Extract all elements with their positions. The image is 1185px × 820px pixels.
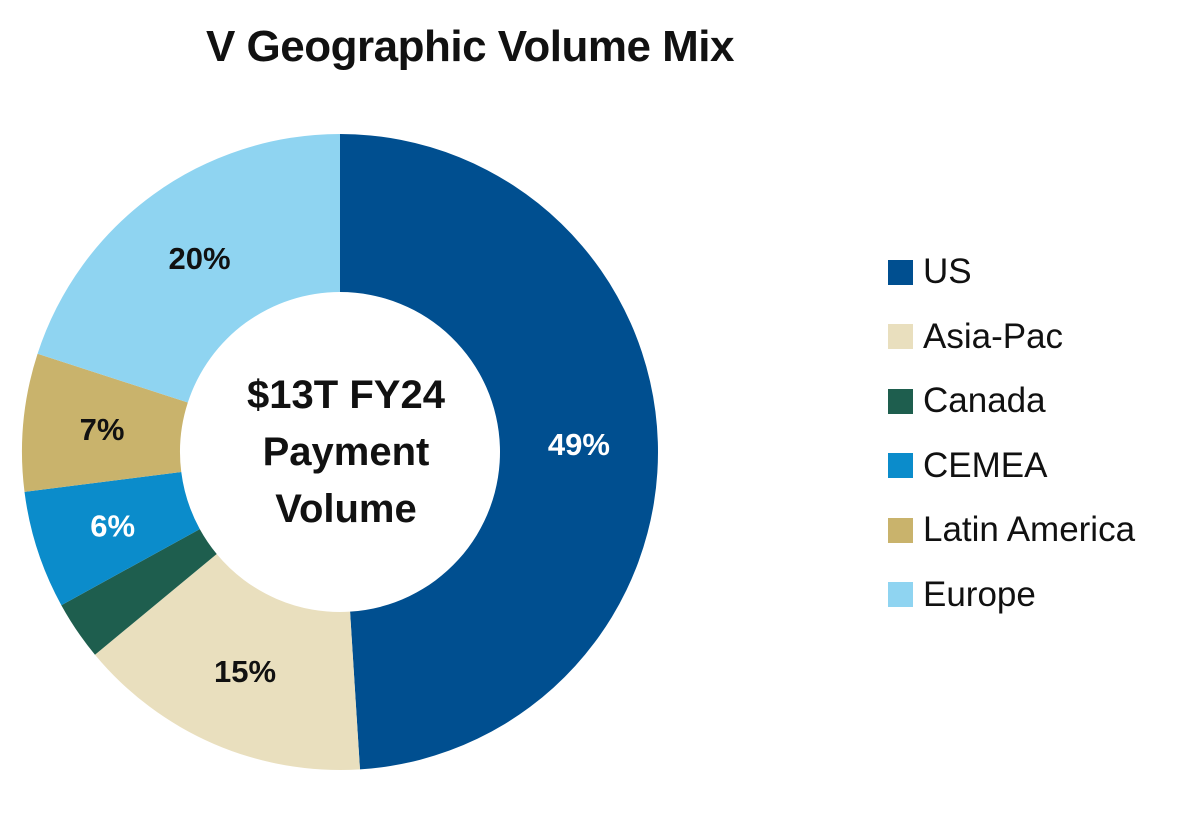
legend-item: Europe (888, 563, 1135, 628)
slice-europe (37, 133, 340, 403)
slice-us (340, 134, 658, 770)
slice-cemea (24, 472, 200, 606)
legend-item: US (888, 240, 1135, 305)
chart-title: V Geographic Volume Mix (205, 22, 735, 71)
legend-item: Canada (888, 369, 1135, 434)
slice-label-latin-america: 7% (80, 412, 125, 447)
legend-swatch (888, 259, 913, 285)
legend-swatch (888, 388, 913, 414)
legend-label: Canada (923, 381, 1046, 421)
legend-item: Latin America (888, 498, 1135, 563)
legend-item: CEMEA (888, 434, 1135, 499)
center-label-line: Payment (263, 430, 430, 474)
legend-label: Asia-Pac (923, 316, 1064, 356)
center-label-line: $13T FY24 (247, 373, 446, 417)
legend-swatch (888, 517, 913, 543)
legend-swatch (888, 453, 913, 479)
legend-label: US (923, 252, 972, 292)
legend-swatch (888, 324, 913, 350)
legend-label: Latin America (923, 510, 1136, 550)
slice-label-europe: 20% (168, 241, 230, 276)
slice-canada (61, 529, 217, 655)
slice-asia-pac (94, 553, 360, 770)
legend-item: Asia-Pac (888, 305, 1135, 370)
legend-swatch (888, 582, 913, 608)
slice-latin-america (22, 353, 188, 492)
chart-legend: US Asia-Pac Canada CEMEA Latin America Europe (888, 240, 1135, 627)
legend-label: CEMEA (923, 445, 1048, 485)
legend-label: Europe (923, 574, 1036, 614)
slice-label-us: 49% (548, 427, 610, 462)
slice-label-cemea: 6% (90, 508, 135, 543)
center-label-line: Volume (275, 487, 417, 531)
slice-label-asia-pac: 15% (214, 654, 276, 689)
